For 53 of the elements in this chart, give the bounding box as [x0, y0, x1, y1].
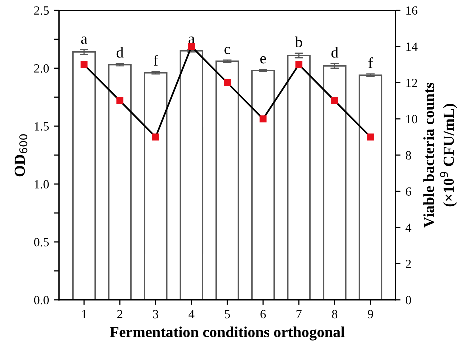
annotation: c: [224, 47, 230, 54]
x-axis-title: Fermentation conditions orthogonal: [110, 326, 345, 341]
x-tick-label: 8: [332, 310, 338, 319]
y2-tick-label: 6: [406, 188, 412, 196]
x-tick-label: 6: [260, 310, 266, 319]
bar: [144, 72, 168, 300]
y-tick-label: 0.0: [34, 296, 50, 305]
x-tick-label: 2: [118, 310, 123, 318]
annotation: f: [154, 55, 158, 66]
point: [296, 61, 303, 68]
y2-tick-label: 12: [406, 78, 418, 88]
bar: [108, 64, 132, 300]
x-tick-label: 3: [153, 310, 159, 319]
point: [152, 134, 160, 141]
y-tick-label: 2.0: [34, 64, 50, 73]
annotation: b: [295, 36, 302, 48]
y2-tick-label: 8: [406, 151, 412, 160]
x-tick-label: 9: [368, 310, 374, 319]
x-tick-label: 4: [188, 310, 195, 318]
point: [260, 116, 267, 123]
y-tick-label: 0.5: [34, 238, 50, 247]
point: [188, 43, 196, 50]
y-tick-label: 1.0: [35, 180, 50, 189]
point: [116, 98, 124, 104]
bar: [72, 52, 96, 300]
annotation: f: [368, 57, 374, 68]
bar: [323, 65, 347, 300]
x-tick-label: 1: [82, 310, 87, 318]
y2-axis-title: Viable bacteria counts (×10$^{9}$ CFU/mL): [424, 82, 458, 228]
y-tick-label: 1.5: [35, 122, 50, 131]
point: [224, 79, 231, 86]
x-tick-label: 7: [296, 310, 302, 318]
y2-tick-label: 4: [406, 224, 412, 232]
annotation: e: [260, 56, 266, 64]
bar: [287, 55, 311, 300]
bar: [252, 70, 276, 300]
annotation: d: [116, 47, 124, 58]
point: [331, 98, 338, 104]
y2-tick-label: 16: [406, 6, 418, 15]
y-axis-title: OD$_{600}$: [14, 134, 28, 177]
point: [80, 61, 88, 68]
point: [367, 134, 374, 141]
bar: [358, 74, 383, 300]
y2-tick-label: 2: [406, 260, 412, 268]
bar: [180, 50, 204, 300]
y-tick-label: 2.5: [34, 6, 50, 16]
y2-tick-label: 0: [406, 296, 412, 305]
y2-tick-label: 10: [406, 115, 418, 124]
bar: [216, 60, 240, 300]
x-tick-label: 5: [225, 310, 230, 319]
annotation: a: [81, 36, 88, 44]
annotation: d: [332, 47, 339, 58]
y2-tick-label: 14: [406, 42, 418, 52]
